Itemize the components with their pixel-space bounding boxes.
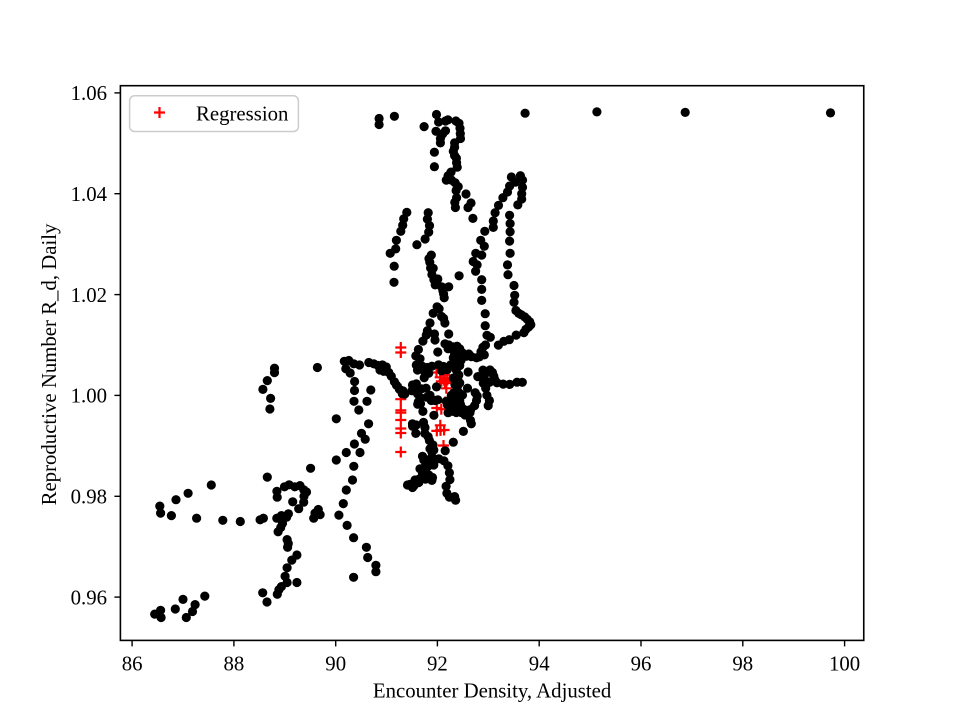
svg-text:1.06: 1.06	[71, 82, 107, 105]
svg-text:Encounter Density, Adjusted: Encounter Density, Adjusted	[373, 680, 612, 703]
svg-text:90: 90	[325, 653, 346, 676]
svg-text:88: 88	[224, 653, 245, 676]
svg-text:100: 100	[829, 653, 860, 676]
svg-text:1.04: 1.04	[71, 183, 108, 206]
svg-text:92: 92	[427, 653, 448, 676]
svg-text:1.00: 1.00	[71, 385, 107, 408]
svg-text:0.98: 0.98	[71, 486, 107, 509]
svg-text:96: 96	[631, 653, 652, 676]
svg-text:Regression: Regression	[196, 103, 289, 126]
svg-text:Reproductive Number R_d, Daily: Reproductive Number R_d, Daily	[38, 223, 61, 505]
svg-text:98: 98	[732, 653, 753, 676]
svg-text:94: 94	[529, 653, 550, 676]
svg-text:0.96: 0.96	[71, 586, 107, 609]
svg-text:86: 86	[122, 653, 143, 676]
svg-text:1.02: 1.02	[71, 284, 107, 307]
